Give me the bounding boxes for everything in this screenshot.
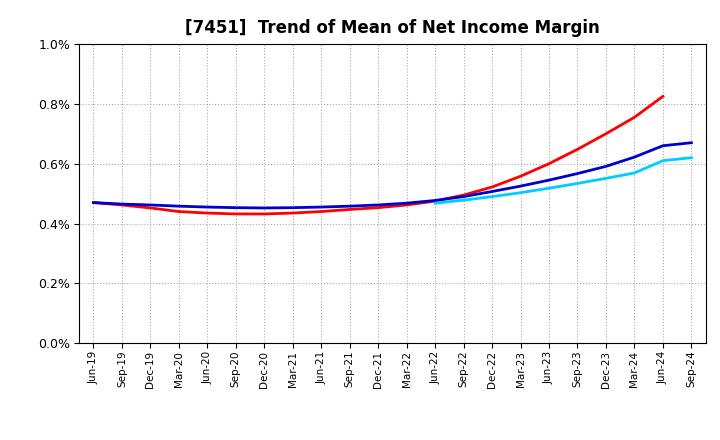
5 Years <box>516 183 525 189</box>
5 Years <box>659 143 667 148</box>
3 Years <box>260 211 269 216</box>
3 Years <box>317 209 325 214</box>
3 Years <box>89 200 98 205</box>
3 Years <box>659 94 667 99</box>
5 Years <box>117 202 126 207</box>
3 Years <box>602 131 611 136</box>
3 Years <box>516 174 525 179</box>
5 Years <box>203 205 212 210</box>
5 Years <box>346 204 354 209</box>
5 Years <box>89 200 98 205</box>
Title: [7451]  Trend of Mean of Net Income Margin: [7451] Trend of Mean of Net Income Margi… <box>185 19 600 37</box>
3 Years <box>487 184 496 190</box>
3 Years <box>232 211 240 216</box>
7 Years <box>487 194 496 199</box>
7 Years <box>687 155 696 160</box>
7 Years <box>573 181 582 186</box>
7 Years <box>659 158 667 163</box>
3 Years <box>146 205 155 211</box>
5 Years <box>459 194 468 199</box>
7 Years <box>459 198 468 203</box>
5 Years <box>402 201 411 206</box>
5 Years <box>146 202 155 208</box>
7 Years <box>516 190 525 195</box>
3 Years <box>374 205 382 210</box>
3 Years <box>431 198 439 204</box>
5 Years <box>174 204 183 209</box>
5 Years <box>545 177 554 183</box>
Line: 7 Years: 7 Years <box>435 158 691 203</box>
5 Years <box>487 189 496 194</box>
5 Years <box>289 205 297 210</box>
5 Years <box>374 202 382 208</box>
3 Years <box>402 202 411 208</box>
3 Years <box>174 209 183 214</box>
3 Years <box>289 210 297 216</box>
5 Years <box>431 198 439 203</box>
3 Years <box>459 192 468 198</box>
Line: 3 Years: 3 Years <box>94 96 663 214</box>
5 Years <box>317 205 325 210</box>
5 Years <box>260 205 269 211</box>
5 Years <box>573 171 582 176</box>
3 Years <box>545 161 554 166</box>
3 Years <box>117 202 126 208</box>
7 Years <box>630 170 639 176</box>
3 Years <box>573 147 582 152</box>
5 Years <box>630 154 639 160</box>
5 Years <box>602 164 611 169</box>
3 Years <box>203 210 212 216</box>
5 Years <box>232 205 240 210</box>
7 Years <box>545 186 554 191</box>
3 Years <box>346 207 354 212</box>
5 Years <box>687 140 696 145</box>
Line: 5 Years: 5 Years <box>94 143 691 208</box>
3 Years <box>630 115 639 120</box>
7 Years <box>431 201 439 206</box>
7 Years <box>602 176 611 181</box>
